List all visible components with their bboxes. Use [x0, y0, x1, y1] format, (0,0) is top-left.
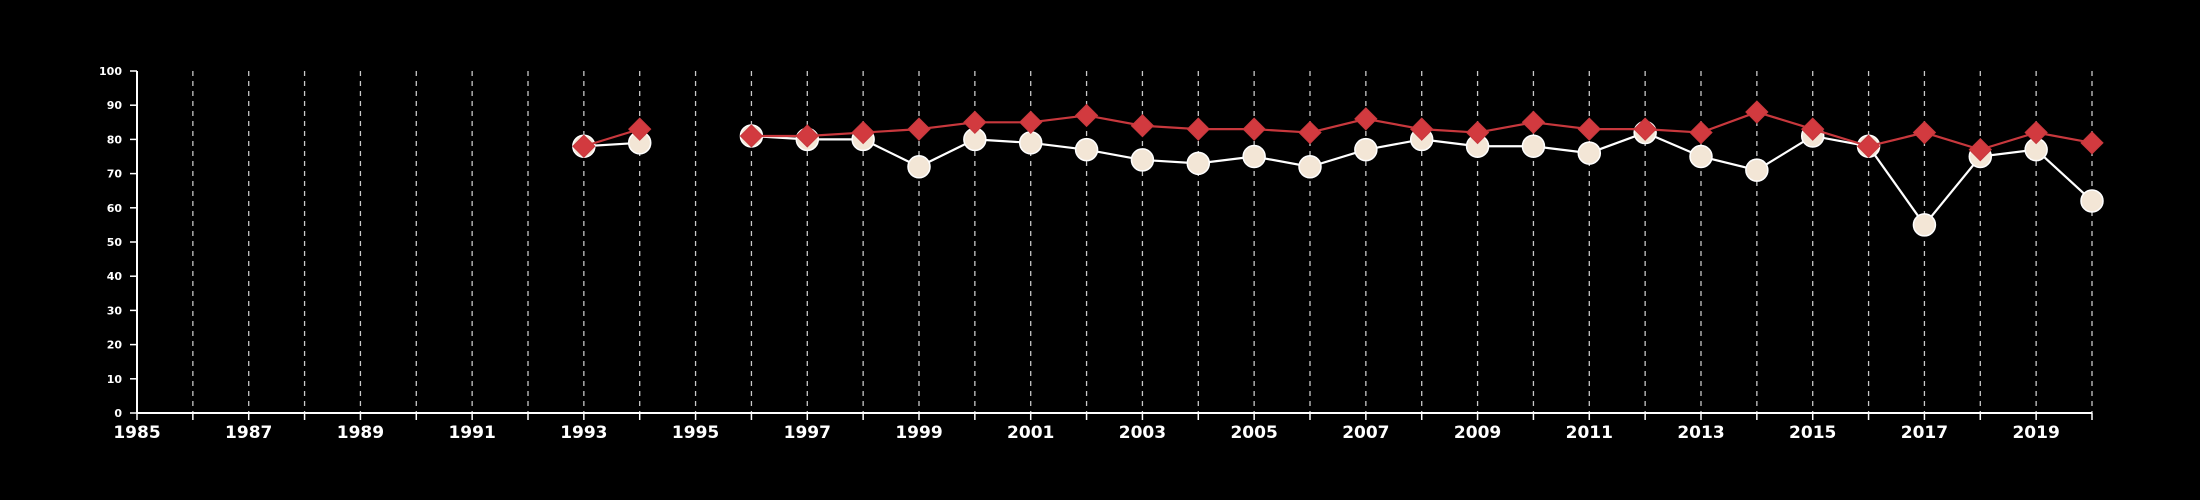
x-tick-label: 2019 — [2012, 423, 2059, 443]
series-1-point — [1074, 137, 1099, 162]
series-1-point — [2080, 189, 2104, 213]
series-2-point — [1410, 117, 1434, 141]
series-1-point — [1298, 155, 1322, 179]
series-2-point — [2080, 131, 2104, 155]
y-tick-label: 70 — [107, 168, 123, 181]
x-tick-label: 2005 — [1230, 423, 1277, 443]
y-tick-label: 0 — [114, 407, 122, 420]
y-tick-label: 10 — [107, 373, 123, 386]
series-2-point — [907, 117, 931, 141]
series-1-point — [1521, 134, 1546, 158]
series-2-point — [1577, 117, 1601, 141]
x-tick-label: 2009 — [1454, 423, 1501, 443]
series-2-point — [1521, 110, 1546, 135]
series-1-point — [1018, 131, 1043, 155]
x-tick-label: 1989 — [337, 423, 384, 443]
series-2-point — [1912, 120, 1937, 145]
y-tick-label: 60 — [107, 202, 123, 215]
x-tick-label: 1997 — [784, 423, 831, 443]
series-2-point — [795, 124, 819, 148]
y-axis-ticks: 0 10 20 30 40 50 60 70 80 90 100 — [99, 65, 137, 420]
y-tick-label: 20 — [107, 339, 123, 352]
x-tick-label: 1993 — [560, 423, 607, 443]
series-2-point — [572, 134, 596, 158]
series-2-point — [1074, 103, 1099, 128]
series-2-point — [1298, 120, 1322, 145]
series-2-point — [1242, 117, 1266, 141]
x-tick-label: 2011 — [1566, 423, 1613, 443]
series-2-point — [2024, 120, 2048, 145]
series-2-point — [1130, 114, 1155, 138]
series-2-point — [1354, 107, 1378, 131]
y-tick-label: 80 — [107, 133, 123, 146]
series-2-point — [628, 117, 652, 141]
x-tick-label: 2003 — [1119, 423, 1166, 443]
x-tick-label: 1987 — [225, 423, 272, 443]
y-tick-label: 40 — [107, 270, 123, 283]
x-tick-label: 1995 — [672, 423, 719, 443]
x-tick-label: 1985 — [113, 423, 160, 443]
series-2-point — [963, 110, 987, 135]
series-2-point — [1689, 120, 1713, 145]
y-tick-label: 30 — [107, 304, 123, 317]
series-2-point — [1968, 137, 1992, 162]
series-2-point — [739, 124, 764, 148]
series-2-point — [851, 120, 875, 145]
y-tick-label: 50 — [107, 236, 123, 249]
x-tick-label: 2007 — [1342, 423, 1389, 443]
x-tick-label: 2013 — [1677, 423, 1724, 443]
series-1-point — [1130, 148, 1155, 172]
series-1-point — [907, 155, 931, 179]
x-axis-ticks: 1985 1987 1989 1991 1993 1995 1997 1999 2001 2003… — [113, 413, 2093, 443]
series-2-point — [1186, 117, 1210, 141]
series-2-point — [1801, 117, 1825, 141]
x-tick-label: 1991 — [448, 423, 495, 443]
x-tick-label: 2001 — [1007, 423, 1054, 443]
series-2-point — [1019, 110, 1043, 135]
series-1-point — [1354, 137, 1378, 162]
series-1-point — [1186, 151, 1211, 176]
y-tick-label: 100 — [99, 65, 122, 78]
series-2-point — [1745, 100, 1769, 124]
x-tick-label: 2017 — [1901, 423, 1948, 443]
y-tick-label: 90 — [107, 99, 123, 112]
series-1-point — [1242, 144, 1266, 169]
series-1-point — [1577, 141, 1602, 165]
series-2-point — [1856, 134, 1881, 158]
series-1-point — [1689, 144, 1713, 169]
series-1-point — [1912, 213, 1937, 237]
x-tick-label: 1999 — [895, 423, 942, 443]
x-tick-label: 2015 — [1789, 423, 1836, 443]
series-2-line — [583, 128, 641, 148]
series-1-point — [1745, 158, 1769, 182]
series-2-point — [1465, 120, 1490, 145]
vertical-grid — [192, 71, 2093, 413]
data-series — [572, 100, 2104, 237]
series-2-point — [1633, 117, 1657, 141]
